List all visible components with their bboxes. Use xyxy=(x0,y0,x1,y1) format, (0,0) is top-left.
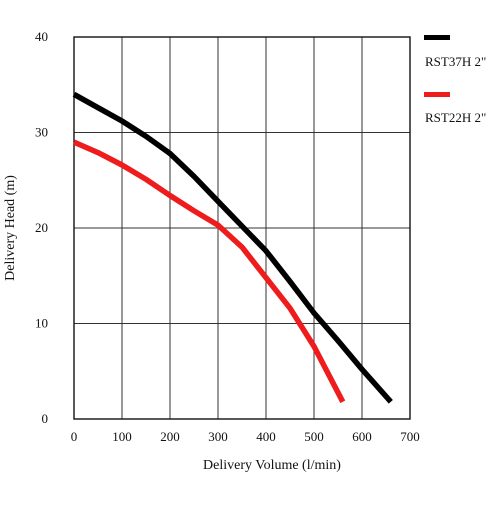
series-lines xyxy=(72,91,393,404)
y-tick-label-40: 40 xyxy=(35,29,48,44)
y-tick-label-0: 0 xyxy=(42,411,49,426)
series-line-0 xyxy=(72,91,393,404)
legend-swatch-rst22h xyxy=(424,92,450,97)
grid xyxy=(74,37,410,419)
plot-frame xyxy=(73,36,411,420)
y-axis-title: Delivery Head (m) xyxy=(3,175,18,281)
legend-label-rst37h: RST37H 2" xyxy=(425,54,486,69)
x-tick-label-300: 300 xyxy=(208,429,228,444)
x-tick-label-200: 200 xyxy=(160,429,180,444)
y-tick-label-10: 10 xyxy=(35,316,48,331)
y-tick-label-20: 20 xyxy=(35,220,48,235)
y-tick-label-30: 30 xyxy=(35,125,48,140)
x-tick-label-0: 0 xyxy=(71,429,78,444)
x-tick-label-100: 100 xyxy=(112,429,132,444)
legend: RST37H 2" RST22H 2" xyxy=(424,35,486,125)
x-tick-label-700: 700 xyxy=(400,429,420,444)
x-axis-title: Delivery Volume (l/min) xyxy=(203,458,341,473)
x-tick-label-400: 400 xyxy=(256,429,276,444)
series-line-1 xyxy=(72,139,346,404)
x-tick-label-500: 500 xyxy=(304,429,324,444)
legend-label-rst22h: RST22H 2" xyxy=(425,110,486,125)
tick-labels: 0 100 200 300 400 500 600 700 0 10 20 30 40 xyxy=(35,29,420,444)
plot-border xyxy=(73,36,411,420)
legend-swatch-rst37h xyxy=(424,35,450,40)
x-tick-label-600: 600 xyxy=(352,429,372,444)
